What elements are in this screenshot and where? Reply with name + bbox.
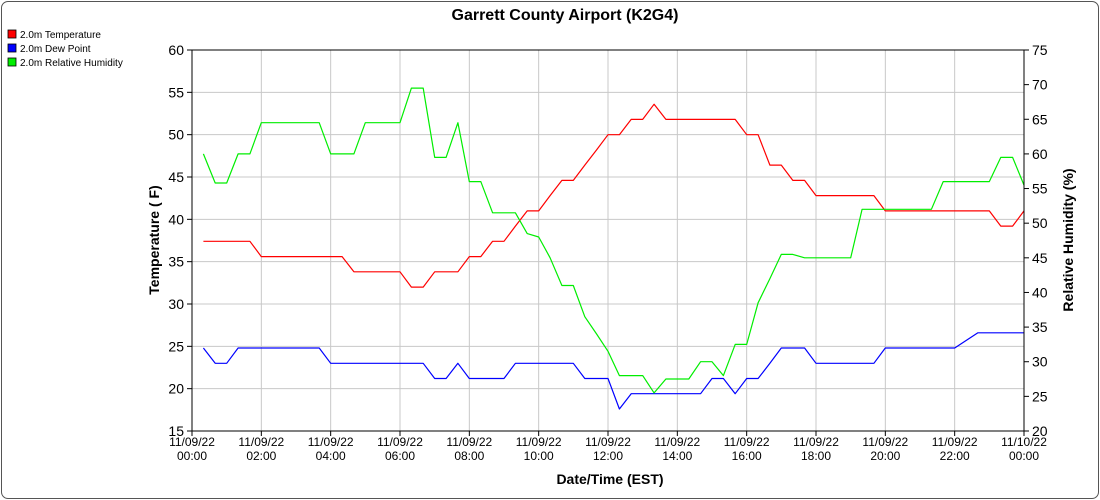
y-axis-right-label: Relative Humidity (%)	[1060, 168, 1076, 311]
x-tick-label-date: 11/09/22	[793, 435, 839, 449]
legend-swatch-temperature	[7, 29, 17, 39]
y-tick-label-right: 20	[1032, 423, 1048, 439]
x-tick-label-time: 16:00	[732, 449, 762, 463]
y-tick-label-right: 75	[1032, 42, 1048, 58]
x-tick-label-time: 02:00	[246, 449, 276, 463]
x-tick-label-time: 00:00	[177, 449, 207, 463]
x-tick-label-date: 11/10/22	[1001, 435, 1047, 449]
x-tick-label-time: 12:00	[593, 449, 623, 463]
y-tick-label-left: 15	[168, 423, 184, 439]
x-tick-label-time: 00:00	[1009, 449, 1039, 463]
x-tick-label-date: 11/09/22	[446, 435, 492, 449]
x-tick-label-time: 04:00	[316, 449, 346, 463]
chart-title: Garrett County Airport (K2G4)	[452, 7, 679, 24]
y-tick-label-left: 55	[168, 84, 184, 100]
x-tick-label-date: 11/09/22	[862, 435, 908, 449]
y-tick-label-right: 35	[1032, 319, 1048, 335]
x-tick-label-date: 11/09/22	[238, 435, 284, 449]
legend-swatch-dew-point	[7, 43, 17, 53]
legend-label-dew-point: 2.0m Dew Point	[20, 44, 91, 55]
y-tick-label-right: 40	[1032, 284, 1048, 300]
series-line-dew-point	[202, 332, 1024, 410]
y-tick-label-left: 50	[168, 127, 184, 143]
legend-label-temperature: 2.0m Temperature	[20, 30, 101, 41]
y-tick-label-right: 25	[1032, 388, 1048, 404]
x-tick-label-date: 11/09/22	[654, 435, 700, 449]
series-line-relative-humidity	[202, 87, 1025, 394]
x-tick-label-time: 10:00	[524, 449, 554, 463]
x-axis-label: Date/Time (EST)	[556, 471, 663, 487]
y-tick-label-left: 35	[168, 254, 184, 270]
legend-label-relative-humidity: 2.0m Relative Humidity	[20, 58, 123, 69]
x-tick-label-time: 14:00	[662, 449, 692, 463]
x-tick-label-date: 11/09/22	[585, 435, 631, 449]
series-lines	[202, 87, 1025, 410]
y-tick-label-left: 30	[168, 296, 184, 312]
y-tick-label-left: 40	[168, 211, 184, 227]
x-tick-label-date: 11/09/22	[308, 435, 354, 449]
x-tick-label-date: 11/09/22	[377, 435, 423, 449]
plot-area	[191, 49, 1025, 432]
y-tick-label-right: 70	[1032, 77, 1048, 93]
y-axis-left-label: Temperature ( F)	[146, 185, 162, 294]
x-tick-label-date: 11/09/22	[932, 435, 978, 449]
x-tick-label-time: 22:00	[940, 449, 970, 463]
y-axis-left-ticks: 15 20 25 30 35 40 45 50 55 60	[168, 42, 192, 439]
y-tick-label-left: 45	[168, 169, 184, 185]
x-tick-label-time: 20:00	[870, 449, 900, 463]
x-tick-label-time: 08:00	[454, 449, 484, 463]
x-tick-label-time: 06:00	[385, 449, 415, 463]
y-tick-label-right: 55	[1032, 181, 1048, 197]
legend-swatch-relative-humidity	[7, 57, 17, 67]
series-line-temperature	[203, 103, 1025, 288]
x-tick-label-date: 11/09/22	[516, 435, 562, 449]
x-tick-label-time: 18:00	[801, 449, 831, 463]
y-tick-label-right: 30	[1032, 354, 1048, 370]
y-axis-right-ticks: 20 25 30 35 40 45 50 55 60 65 70 75	[1024, 42, 1048, 439]
x-tick-label-date: 11/09/22	[169, 435, 215, 449]
x-axis-ticks: 11/09/2200:0011/09/2202:0011/09/2204:001…	[169, 431, 1047, 463]
y-tick-label-left: 20	[168, 381, 184, 397]
y-tick-label-right: 65	[1032, 111, 1048, 127]
y-tick-label-left: 25	[168, 338, 184, 354]
y-tick-label-left: 60	[168, 42, 184, 58]
x-tick-label-date: 11/09/22	[724, 435, 770, 449]
y-tick-label-right: 50	[1032, 215, 1048, 231]
y-tick-label-right: 45	[1032, 250, 1048, 266]
y-tick-label-right: 60	[1032, 146, 1048, 162]
legend: 2.0m Temperature 2.0m Dew Point 2.0m Relat…	[7, 29, 123, 69]
